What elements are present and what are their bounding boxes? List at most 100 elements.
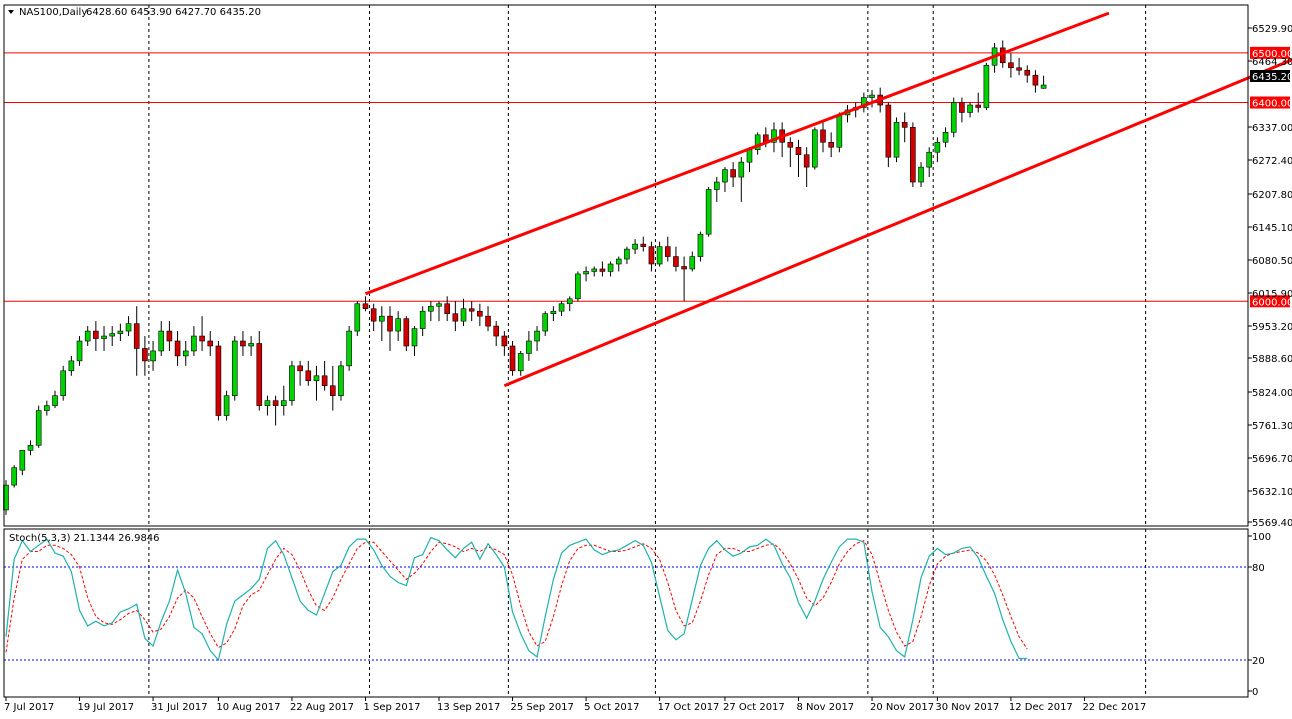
candle bbox=[705, 186, 712, 237]
candle bbox=[35, 405, 42, 448]
candle-body-up bbox=[705, 189, 712, 235]
candle-body-down bbox=[272, 400, 279, 406]
price-level-tag-text: 6400.00 bbox=[1252, 99, 1292, 110]
candle-body-up bbox=[836, 114, 843, 148]
candle bbox=[231, 336, 238, 401]
candle-body-up bbox=[191, 335, 197, 352]
candle bbox=[27, 440, 34, 456]
candle bbox=[713, 177, 720, 202]
candle-body-down bbox=[959, 102, 965, 113]
stoch-tick-label: 20 bbox=[1252, 656, 1265, 667]
candle-body-up bbox=[436, 303, 442, 307]
candle bbox=[411, 326, 418, 356]
candle-body-up bbox=[354, 303, 361, 332]
price-level-tag bbox=[1250, 295, 1290, 308]
candle bbox=[11, 465, 17, 488]
current-price-tag-text: 6435.20 bbox=[1252, 72, 1292, 83]
candle bbox=[517, 350, 524, 376]
date-tick-label: 1 Sep 2017 bbox=[363, 702, 420, 713]
candle-body-down bbox=[362, 303, 369, 310]
candle-body-up bbox=[35, 410, 42, 446]
candle bbox=[526, 331, 532, 361]
candle-body-up bbox=[44, 405, 50, 411]
candle-body-down bbox=[493, 325, 500, 337]
date-tick-label: 10 Aug 2017 bbox=[216, 702, 280, 713]
candle-body-up bbox=[526, 340, 532, 354]
candle bbox=[191, 326, 197, 356]
candle-body-up bbox=[869, 94, 875, 98]
candle bbox=[624, 246, 630, 264]
candle-body-up bbox=[460, 308, 467, 322]
candle bbox=[656, 241, 663, 267]
candle bbox=[93, 321, 99, 351]
candle bbox=[395, 311, 401, 342]
candle bbox=[329, 365, 336, 411]
price-level-tag-text: 6500.00 bbox=[1252, 49, 1292, 60]
chart-header: NAS100,Daily 6428.60 6453.90 6427.70 643… bbox=[8, 7, 261, 18]
candle-body-down bbox=[370, 308, 377, 322]
candle-body-up bbox=[313, 375, 320, 382]
candle-body-up bbox=[68, 360, 75, 372]
candle-body-up bbox=[967, 104, 973, 113]
candle-body-up bbox=[950, 102, 957, 133]
candle-body-up bbox=[550, 310, 557, 314]
candle-body-down bbox=[387, 315, 393, 332]
price-tick-label: 6207.80 bbox=[1252, 190, 1292, 201]
symbol-label: NAS100,Daily bbox=[19, 7, 87, 18]
candle bbox=[436, 301, 442, 322]
candle-body-down bbox=[787, 141, 794, 148]
date-tick-label: 12 Dec 2017 bbox=[1009, 702, 1073, 713]
price-tick-label: 6464.30 bbox=[1252, 57, 1292, 68]
date-tick-label: 20 Nov 2017 bbox=[870, 702, 934, 713]
candle-body-up bbox=[591, 268, 598, 272]
candle-body-up bbox=[754, 134, 761, 151]
candle bbox=[681, 256, 687, 302]
candle bbox=[419, 306, 426, 337]
candle bbox=[566, 296, 573, 312]
candle bbox=[223, 390, 230, 421]
candle-body-up bbox=[575, 273, 581, 300]
candle-body-up bbox=[542, 313, 549, 332]
candle bbox=[1032, 70, 1039, 93]
dropdown-triangle-icon[interactable] bbox=[8, 10, 14, 14]
candle-body-down bbox=[452, 313, 459, 322]
candle-body-down bbox=[910, 127, 916, 183]
candle bbox=[795, 139, 802, 178]
candle bbox=[738, 157, 745, 202]
candle bbox=[640, 236, 647, 252]
candle-body-down bbox=[321, 375, 328, 387]
candle bbox=[648, 241, 655, 272]
price-tick-label: 5953.20 bbox=[1252, 322, 1292, 333]
candle bbox=[182, 341, 189, 366]
candle-body-up bbox=[926, 151, 933, 168]
candle-body-up bbox=[558, 303, 565, 312]
candle bbox=[632, 239, 638, 255]
candle bbox=[468, 301, 475, 322]
candle-body-up bbox=[289, 365, 295, 401]
candle bbox=[428, 301, 434, 322]
candle bbox=[52, 390, 58, 409]
candle-body-down bbox=[477, 310, 483, 317]
price-tick-label: 6337.00 bbox=[1252, 123, 1292, 134]
axes: 6500.00 6400.00 6000.00 6529.90 6464.30 6337.… bbox=[4, 24, 1292, 713]
candle-body-up bbox=[861, 97, 867, 108]
candle-body-up bbox=[231, 340, 238, 396]
candle bbox=[477, 303, 483, 327]
candle bbox=[117, 323, 124, 342]
candle-body-down bbox=[485, 315, 491, 327]
candle bbox=[828, 132, 834, 158]
candle-body-down bbox=[256, 343, 263, 406]
candle-body-up bbox=[812, 129, 818, 168]
candle bbox=[583, 266, 589, 282]
date-tick-label: 17 Oct 2017 bbox=[658, 702, 720, 713]
candle bbox=[730, 162, 736, 187]
date-tick-label: 31 Jul 2017 bbox=[151, 702, 208, 713]
candle bbox=[150, 341, 156, 371]
price-tick-label: 6529.90 bbox=[1252, 24, 1292, 35]
candle bbox=[975, 92, 982, 113]
candle-body-down bbox=[329, 385, 336, 396]
candle bbox=[1008, 52, 1014, 78]
candle bbox=[60, 365, 66, 401]
ohlc-values: 6428.60 6453.90 6427.70 6435.20 bbox=[86, 7, 261, 18]
